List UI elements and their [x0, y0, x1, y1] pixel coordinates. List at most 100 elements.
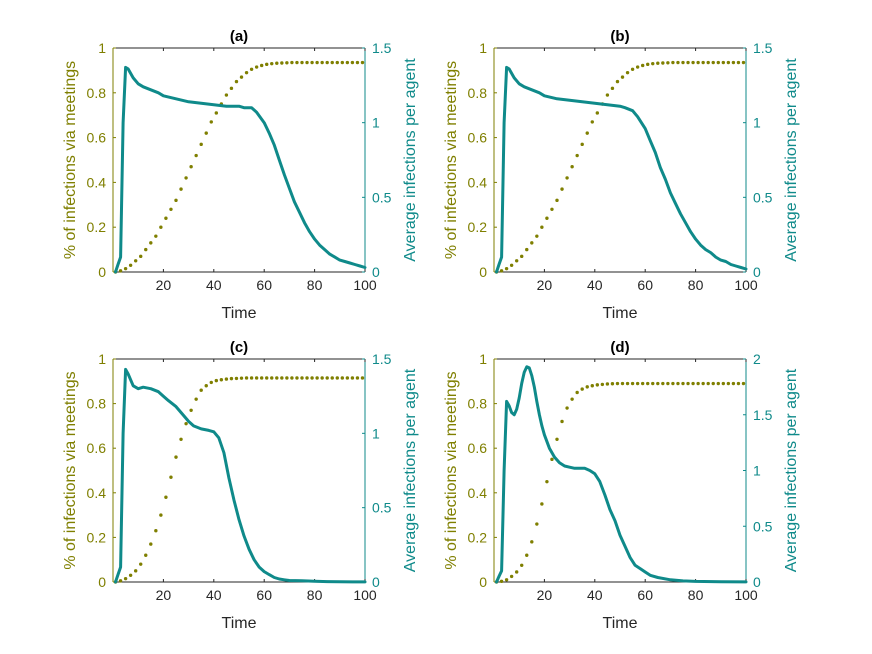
meetings-point [254, 65, 259, 69]
x-tick-label: 40 [206, 587, 222, 603]
meetings-point [280, 376, 284, 380]
meetings-point [691, 381, 695, 386]
meetings-point [585, 131, 589, 135]
meetings-point [499, 269, 504, 273]
meetings-point [179, 437, 183, 441]
meetings-point [721, 381, 726, 386]
meetings-point [254, 376, 259, 380]
y-right-tick-label: 0 [753, 264, 761, 280]
meetings-point [575, 390, 579, 395]
meetings-point [671, 60, 675, 65]
y-right-tick-label: 0.5 [372, 189, 392, 205]
x-tick-label: 60 [256, 587, 272, 603]
meetings-point [219, 378, 224, 382]
meetings-point [595, 383, 600, 387]
meetings-point [169, 207, 173, 211]
meetings-point [530, 241, 534, 245]
x-tick-label: 20 [156, 587, 172, 603]
meetings-point [681, 60, 685, 65]
y-left-tick-label: 0.2 [87, 219, 107, 235]
meetings-point [204, 384, 208, 388]
chart-panel: 20 40 60 80 10000.20.40.60.8100.511.52(d)Tim… [443, 339, 800, 632]
meetings-point [701, 381, 705, 386]
meetings-point [620, 75, 625, 79]
meetings-point [133, 569, 138, 573]
x-tick-label: 20 [537, 587, 553, 603]
chart-panel: 20 40 60 80 10000.20.40.60.8100.511.5(b)Time… [443, 28, 800, 322]
meetings-point [149, 542, 153, 546]
x-tick-label: 100 [734, 587, 758, 603]
panel-title: (a) [230, 28, 248, 45]
meetings-point [285, 376, 289, 380]
meetings-point [540, 225, 544, 229]
y-right-tick-label: 0 [753, 574, 761, 590]
meetings-point [275, 61, 279, 65]
y-right-tick-label: 1 [753, 463, 761, 479]
meetings-point [741, 381, 746, 386]
meetings-point [330, 60, 334, 65]
panel-title: (c) [230, 339, 248, 356]
meetings-point [164, 216, 168, 220]
meetings-point [209, 380, 213, 385]
meetings-point [214, 378, 219, 383]
meetings-point [676, 60, 680, 65]
meetings-point [580, 387, 584, 391]
y-left-tick-label: 0.6 [468, 440, 488, 456]
meetings-point [128, 573, 133, 578]
meetings-point [590, 120, 594, 124]
meetings-point [340, 376, 345, 380]
infections-line [114, 65, 367, 274]
meetings-point [570, 165, 574, 169]
y-right-tick-label: 1.5 [372, 351, 392, 367]
meetings-point [545, 216, 549, 220]
meetings-point [656, 61, 660, 65]
y-left-axis-label: % of infections via meetings [443, 61, 460, 259]
y-left-tick-label: 0.8 [468, 396, 488, 412]
meetings-point [184, 176, 188, 180]
meetings-point [530, 540, 534, 544]
meetings-point [139, 562, 143, 566]
meetings-point [686, 381, 690, 386]
meetings-point [625, 70, 630, 75]
chart-panel: 20 40 60 80 10000.20.40.60.8100.511.5(a)Time… [62, 28, 419, 322]
meetings-point [133, 259, 138, 263]
meetings-point [656, 381, 660, 386]
meetings-series [494, 381, 746, 584]
meetings-point [635, 65, 640, 69]
x-tick-label: 40 [206, 277, 222, 293]
meetings-point [640, 63, 645, 68]
meetings-point [550, 207, 554, 211]
meetings-point [270, 376, 274, 380]
y-right-axis-label: Average infections per agent [783, 368, 800, 572]
meetings-point [736, 60, 741, 65]
y-right-tick-label: 1.5 [753, 40, 773, 56]
meetings-point [620, 381, 625, 386]
meetings-point [345, 60, 350, 65]
meetings-point [270, 61, 274, 66]
y-left-tick-label: 0.6 [468, 130, 488, 146]
meetings-point [560, 187, 564, 191]
meetings-point [244, 70, 249, 75]
meetings-point [174, 455, 178, 459]
meetings-point [229, 86, 234, 91]
infections-line [495, 365, 748, 584]
meetings-point [545, 479, 549, 484]
meetings-point [229, 376, 234, 381]
meetings-point [295, 60, 299, 65]
meetings-point [179, 187, 183, 191]
meetings-point [285, 61, 289, 65]
meetings-point [315, 60, 319, 65]
y-right-tick-label: 1.5 [753, 407, 773, 423]
meetings-point [525, 553, 529, 557]
meetings-point [666, 61, 670, 65]
meetings-point [189, 408, 193, 412]
meetings-point [666, 381, 670, 386]
meetings-point [630, 67, 635, 71]
meetings-point [320, 376, 324, 380]
y-left-axis-label: % of infections via meetings [443, 371, 460, 569]
meetings-point [635, 381, 640, 386]
meetings-point [661, 61, 665, 65]
meetings-point [239, 75, 244, 79]
meetings-point [540, 502, 544, 506]
y-right-tick-label: 1.5 [372, 40, 392, 56]
